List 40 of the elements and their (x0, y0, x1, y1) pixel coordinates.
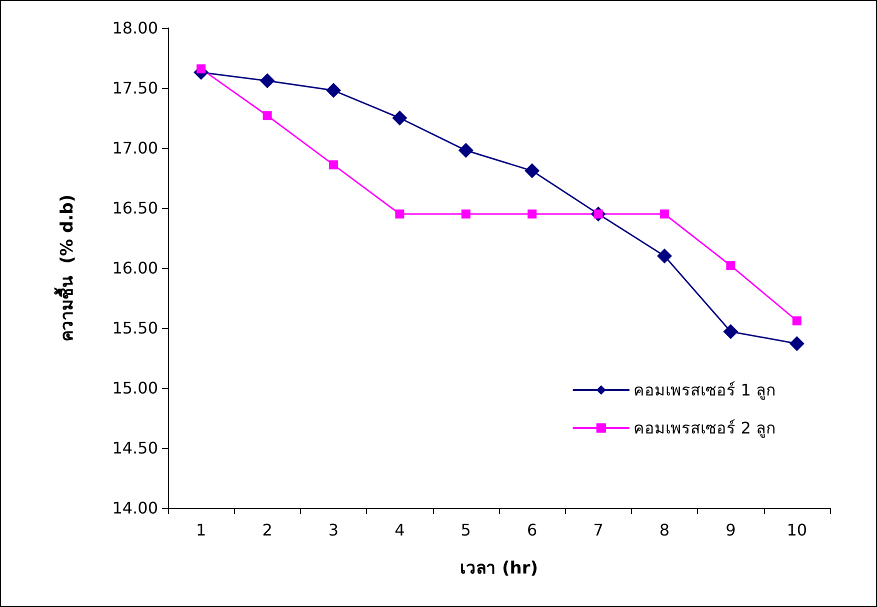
y-tick-label: 16.50 (112, 198, 158, 218)
point (329, 160, 338, 170)
point (657, 248, 672, 264)
point (726, 261, 736, 270)
point (326, 82, 341, 98)
x-tick-label: 8 (659, 520, 670, 540)
x-tick-label: 2 (262, 520, 272, 540)
y-tick-label: 18.00 (112, 18, 158, 38)
x-axis-title: เวลา (hr) (460, 558, 538, 578)
y-tick-label: 17.00 (112, 138, 158, 158)
y-tick-label: 15.00 (112, 378, 158, 398)
x-tick-label: 10 (786, 520, 808, 540)
point (723, 324, 738, 340)
point (395, 210, 404, 218)
point (524, 163, 540, 178)
point (458, 142, 474, 158)
x-tick-label: 6 (527, 520, 538, 540)
y-tick-label: 15.50 (112, 318, 158, 338)
y-tick-label: 17.50 (112, 78, 158, 98)
y-tick-label: 16.00 (112, 258, 158, 278)
point (196, 64, 206, 74)
point (660, 210, 669, 218)
x-tick-label: 5 (460, 520, 471, 540)
y-axis-title: ความชื้น (% d.b) (54, 194, 78, 342)
x-tick-label: 9 (726, 520, 736, 540)
legend-label: คอมเพรสเซอร์ 1 ลูก (634, 380, 776, 400)
x-tick-label: 3 (328, 520, 339, 540)
point (528, 210, 537, 218)
point (461, 210, 470, 218)
point (792, 316, 802, 326)
point (789, 336, 804, 352)
x-tick-label: 4 (394, 520, 405, 540)
x-tick-label: 1 (196, 520, 206, 540)
y-tick-label: 14.50 (112, 438, 158, 458)
point (262, 111, 272, 120)
x-tick-label: 7 (593, 520, 604, 540)
point (392, 110, 408, 126)
point (260, 73, 275, 88)
legend-label: คอมเพรสเซอร์ 2 ลูก (634, 418, 776, 438)
y-tick-label: 14.00 (112, 498, 158, 518)
